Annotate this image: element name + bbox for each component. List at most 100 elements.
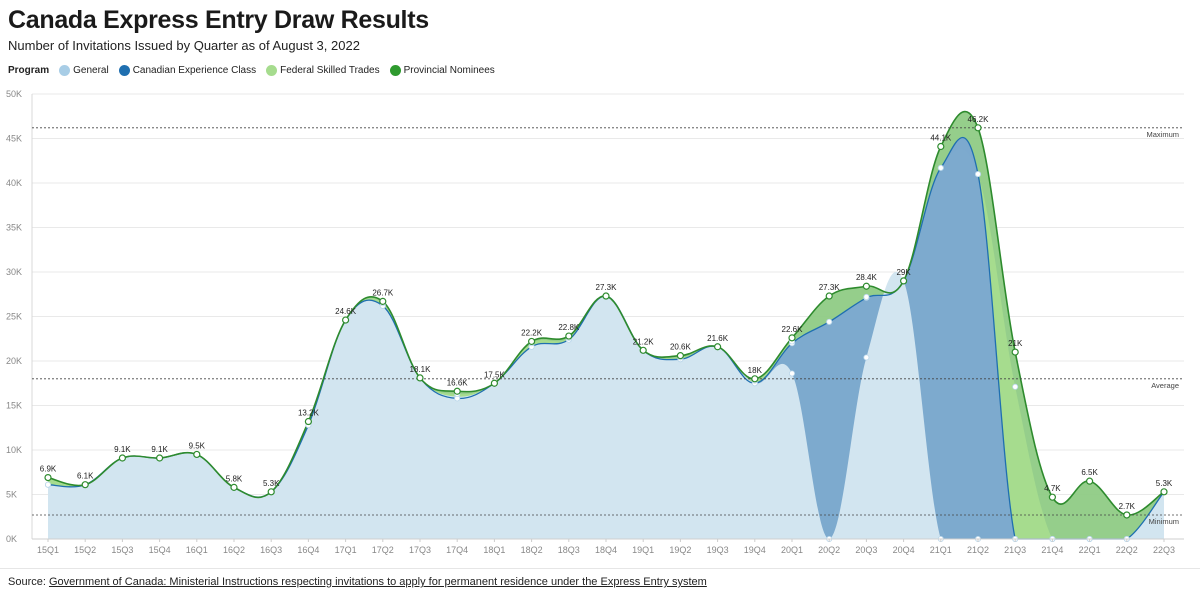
y-tick-label: 30K — [6, 267, 22, 277]
x-tick-label: 20Q1 — [781, 545, 803, 555]
point-pn — [1048, 493, 1057, 501]
legend-item-pn[interactable]: Provincial Nominees — [389, 65, 495, 76]
y-tick-label: 10K — [6, 445, 22, 455]
x-tick-label: 19Q3 — [707, 545, 729, 555]
x-tick-label: 21Q3 — [1004, 545, 1026, 555]
legend-label-cec: Canadian Experience Class — [132, 65, 257, 76]
x-tick-label: 15Q4 — [149, 545, 171, 555]
point-pn — [862, 282, 871, 290]
point-fst — [826, 318, 833, 325]
line-pn — [47, 110, 1165, 516]
point-pn — [267, 488, 275, 496]
point-pn — [751, 375, 759, 383]
point-pn — [1123, 511, 1131, 519]
x-tick-label: 18Q4 — [595, 545, 617, 555]
legend-item-general[interactable]: General — [59, 65, 109, 76]
point-pn — [342, 316, 350, 324]
point-pn — [379, 297, 387, 305]
data-label: 18.1K — [410, 365, 432, 374]
point-pn — [713, 343, 722, 351]
data-label: 26.7K — [372, 288, 394, 297]
point-fst — [1012, 383, 1019, 390]
x-tick-label: 17Q2 — [372, 545, 394, 555]
ref-label-maximum: Maximum — [1146, 130, 1179, 139]
legend-label-pn: Provincial Nominees — [403, 65, 495, 76]
x-tick-label: 17Q3 — [409, 545, 431, 555]
point-pn — [825, 292, 833, 300]
y-tick-label: 40K — [6, 178, 22, 188]
data-label: 6.5K — [1081, 468, 1098, 477]
x-tick-label: 16Q2 — [223, 545, 245, 555]
point-pn — [639, 346, 647, 354]
point-pn — [937, 142, 945, 151]
data-label: 24.6K — [335, 307, 357, 316]
x-tick-label: 22Q2 — [1116, 545, 1138, 555]
y-tick-label: 20K — [6, 356, 22, 366]
point-pn — [1011, 348, 1019, 356]
point-pn — [304, 417, 312, 426]
data-label: 5.8K — [226, 474, 243, 483]
data-label: 16.6K — [447, 378, 469, 387]
legend-heading: Program — [8, 65, 50, 76]
data-label: 6.1K — [77, 472, 94, 481]
legend-swatch-pn — [389, 65, 401, 76]
point-fst — [975, 171, 982, 178]
point-pn — [193, 450, 201, 459]
x-tick-label: 18Q1 — [483, 545, 505, 555]
x-tick-label: 16Q1 — [186, 545, 208, 555]
data-label: 17.5K — [484, 370, 506, 379]
legend-item-cec[interactable]: Canadian Experience Class — [118, 65, 257, 76]
point-pn — [527, 337, 536, 346]
point-pn — [899, 277, 908, 285]
x-tick-label: 20Q2 — [818, 545, 840, 555]
source-link[interactable]: Government of Canada: Ministerial Instru… — [48, 576, 707, 588]
data-label: 21K — [1008, 339, 1023, 348]
x-tick-label: 17Q1 — [335, 545, 357, 555]
x-tick-label: 20Q4 — [893, 545, 915, 555]
x-tick-label: 16Q3 — [260, 545, 282, 555]
legend-label-general: General — [73, 65, 109, 76]
x-tick-label: 22Q1 — [1079, 545, 1101, 555]
x-tick-label: 21Q4 — [1041, 545, 1063, 555]
point-pn — [676, 352, 685, 360]
data-label: 22.6K — [782, 325, 804, 334]
data-label: 28.4K — [856, 273, 878, 282]
data-label: 13.2K — [298, 409, 320, 418]
point-fst — [937, 164, 944, 171]
area-general — [48, 271, 1164, 539]
data-label: 21.2K — [633, 337, 655, 346]
y-tick-label: 25K — [6, 312, 22, 322]
x-tick-label: 22Q3 — [1153, 545, 1175, 555]
x-tick-label: 17Q4 — [446, 545, 468, 555]
footer-divider — [0, 568, 1200, 569]
legend-item-fst[interactable]: Federal Skilled Trades — [266, 65, 380, 76]
point-pn — [118, 454, 127, 462]
y-tick-label: 45K — [6, 134, 22, 144]
data-label: 21.6K — [707, 334, 729, 343]
point-pn — [490, 379, 498, 387]
point-pn — [44, 473, 52, 482]
point-pn — [602, 292, 610, 300]
data-label: 18K — [748, 366, 763, 375]
x-tick-label: 19Q1 — [632, 545, 654, 555]
point-fst — [863, 293, 870, 300]
point-pn — [1085, 477, 1094, 485]
data-label: 20.6K — [670, 343, 692, 352]
x-tick-label: 15Q2 — [74, 545, 96, 555]
x-tick-label: 18Q2 — [521, 545, 543, 555]
point-pn — [788, 334, 796, 342]
point-pn — [230, 483, 238, 491]
point-pn — [453, 387, 461, 395]
x-tick-label: 18Q3 — [558, 545, 580, 555]
data-label: 5.3K — [1156, 479, 1173, 488]
point-pn — [156, 454, 164, 462]
y-tick-label: 0K — [6, 534, 17, 544]
x-tick-label: 21Q1 — [930, 545, 952, 555]
x-tick-label: 21Q2 — [967, 545, 989, 555]
source-note: Source: Government of Canada: Ministeria… — [8, 576, 707, 588]
legend: Program General Canadian Experience Clas… — [8, 65, 501, 76]
point-general — [863, 354, 870, 361]
data-label: 2.7K — [1119, 502, 1136, 511]
data-label: 27.3K — [596, 283, 618, 292]
point-pn — [974, 124, 982, 132]
